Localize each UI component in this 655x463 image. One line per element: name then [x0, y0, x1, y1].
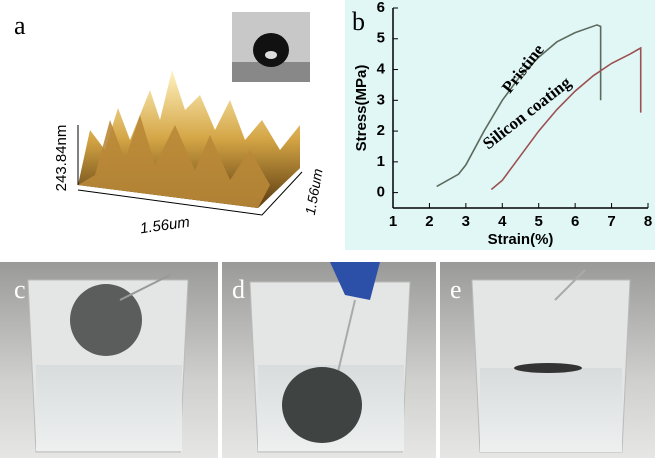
x-tick-label: 8 [644, 213, 652, 230]
x-tick-label: 3 [462, 213, 470, 230]
page: {"panels": { "a": {"label": "a", "z_labe… [0, 0, 655, 458]
x-tick-label: 1 [389, 213, 397, 230]
x-tick-label: 4 [498, 213, 507, 230]
y-axis-label: 1.56um [302, 167, 326, 216]
y-tick-label: 1 [377, 153, 385, 170]
x-axis-label: 1.56um [139, 214, 191, 238]
x-axis-title: Strain(%) [488, 231, 554, 248]
panel-label: a [14, 11, 26, 40]
panel-label: c [14, 275, 26, 304]
photo-e [440, 262, 655, 458]
y-tick-label: 4 [377, 61, 386, 78]
y-tick-label: 6 [377, 0, 385, 16]
afm-surface [78, 70, 302, 215]
figure: a 243.84nm 1.56um 1.56um b01234561234567… [0, 0, 655, 458]
z-axis-label: 243.84nm [53, 125, 70, 192]
x-tick-label: 6 [571, 213, 579, 230]
y-tick-label: 2 [377, 122, 385, 139]
x-tick-label: 2 [425, 213, 433, 230]
y-axis-title: Stress(MPa) [353, 65, 370, 152]
panel-label: d [232, 275, 245, 304]
photo-c [0, 262, 218, 458]
x-tick-label: 5 [535, 213, 543, 230]
y-tick-label: 0 [377, 184, 385, 201]
photo-d [222, 262, 436, 458]
panel-label: e [450, 275, 462, 304]
panel-label: b [352, 7, 365, 36]
y-tick-label: 3 [377, 91, 385, 108]
x-tick-label: 7 [607, 213, 615, 230]
y-tick-label: 5 [377, 30, 385, 47]
